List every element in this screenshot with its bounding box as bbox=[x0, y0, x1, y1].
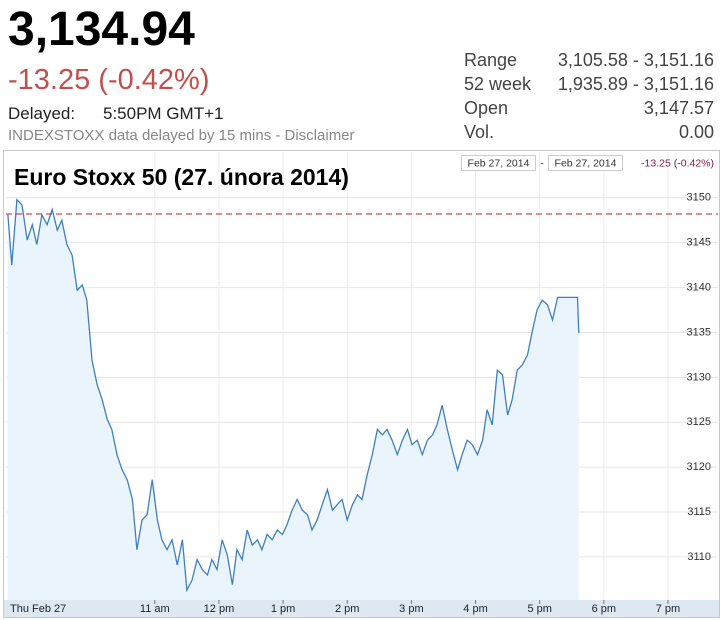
x-tick-label: 6 pm bbox=[592, 603, 616, 615]
x-axis-bar bbox=[4, 600, 719, 617]
stat-value: 0.00 bbox=[678, 122, 714, 142]
y-tick-label: 3120 bbox=[687, 461, 711, 473]
x-tick-label: 2 pm bbox=[335, 603, 359, 615]
y-tick-label: 3130 bbox=[687, 371, 711, 383]
x-tick-label: 5 pm bbox=[527, 603, 551, 615]
stat-label: Range bbox=[464, 50, 518, 70]
delayed-time: 5:50PM GMT+1 bbox=[103, 104, 224, 123]
x-tick-label: Thu Feb 27 bbox=[10, 603, 66, 615]
x-tick-label: 4 pm bbox=[463, 603, 487, 615]
stat-value: 3,147.57 bbox=[643, 98, 714, 118]
stat-value: 3,105.58 - 3,151.16 bbox=[557, 50, 714, 70]
y-tick-label: 3150 bbox=[687, 192, 711, 204]
chart-title: Euro Stoxx 50 (27. února 2014) bbox=[14, 164, 349, 190]
price-change: -13.25 (-0.42%) bbox=[8, 64, 210, 96]
x-tick-label: 3 pm bbox=[399, 603, 423, 615]
line bbox=[7, 198, 580, 593]
area bbox=[7, 199, 579, 600]
stat-label: 52 week bbox=[464, 74, 532, 94]
stat-value: 1,935.89 - 3,151.16 bbox=[557, 74, 714, 94]
price: 3,134.94 bbox=[8, 3, 195, 56]
x-tick-label: 1 pm bbox=[271, 603, 295, 615]
date-box bbox=[461, 155, 536, 171]
range-separator: - bbox=[540, 157, 544, 169]
x-tick-label: 12 pm bbox=[204, 603, 235, 615]
delayed-label: Delayed: bbox=[8, 104, 76, 123]
range-start: Feb 27, 2014 bbox=[468, 157, 530, 169]
y-tick-label: 3110 bbox=[687, 551, 711, 563]
stat-label: Vol. bbox=[464, 122, 495, 142]
y-tick-label: 3115 bbox=[687, 506, 711, 518]
y-tick-label: 3135 bbox=[687, 326, 711, 338]
y-tick-label: 3140 bbox=[687, 281, 711, 293]
range-end: Feb 27, 2014 bbox=[555, 157, 617, 169]
date-box bbox=[548, 155, 623, 171]
y-tick-label: 3145 bbox=[687, 237, 711, 249]
x-tick-label: 11 am bbox=[140, 603, 170, 615]
disclaimer[interactable]: INDEXSTOXX data delayed by 15 mins - Dis… bbox=[8, 127, 355, 144]
x-tick-label: 7 pm bbox=[656, 603, 680, 615]
y-tick-label: 3125 bbox=[687, 416, 711, 428]
range-change: -13.25 (-0.42%) bbox=[641, 157, 714, 169]
stat-label: Open bbox=[464, 98, 509, 118]
